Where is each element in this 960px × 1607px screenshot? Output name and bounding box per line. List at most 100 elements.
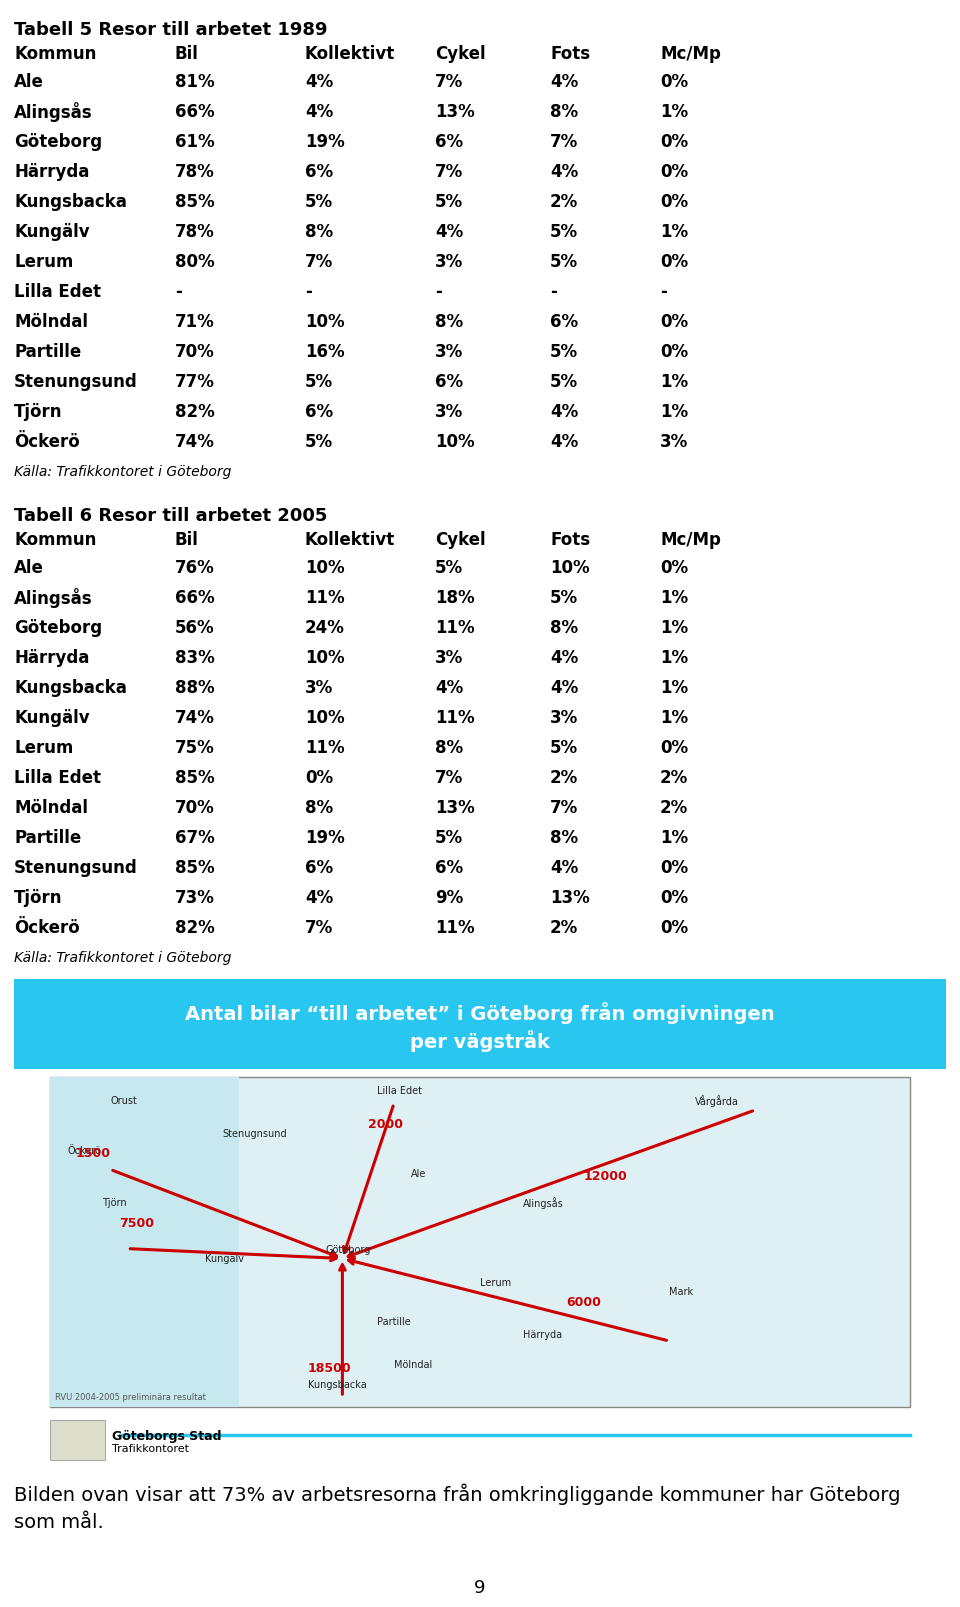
- Text: 0%: 0%: [660, 162, 688, 182]
- Text: 5%: 5%: [550, 739, 578, 757]
- Text: 7%: 7%: [305, 252, 333, 272]
- Text: Cykel: Cykel: [435, 45, 486, 63]
- Text: 6%: 6%: [435, 373, 463, 391]
- Bar: [14, 979, 946, 1069]
- Text: 78%: 78%: [175, 223, 215, 241]
- Text: 4%: 4%: [550, 649, 578, 667]
- Text: Kommun: Kommun: [14, 45, 96, 63]
- Text: 80%: 80%: [175, 252, 215, 272]
- Text: Mc/Mp: Mc/Mp: [660, 45, 721, 63]
- Text: 0%: 0%: [660, 559, 688, 577]
- Text: 1%: 1%: [660, 373, 688, 391]
- Text: 75%: 75%: [175, 739, 215, 757]
- Text: Källa: Trafikkontoret i Göteborg: Källa: Trafikkontoret i Göteborg: [14, 950, 231, 964]
- Text: 1%: 1%: [660, 103, 688, 121]
- Text: Tjörn: Tjörn: [102, 1197, 126, 1207]
- Text: 7%: 7%: [550, 799, 578, 816]
- Text: 4%: 4%: [550, 403, 578, 421]
- Text: 18500: 18500: [308, 1361, 351, 1374]
- Text: Bil: Bil: [175, 530, 199, 548]
- Text: Kungälv: Kungälv: [14, 223, 89, 241]
- Text: Kungälv: Kungälv: [14, 709, 89, 726]
- Text: 4%: 4%: [305, 72, 333, 92]
- Text: Vårgårda: Vårgårda: [695, 1094, 739, 1106]
- Text: 5%: 5%: [435, 559, 463, 577]
- Text: 11%: 11%: [435, 709, 474, 726]
- Text: 70%: 70%: [175, 799, 215, 816]
- Text: 0%: 0%: [660, 193, 688, 211]
- Text: 5%: 5%: [305, 432, 333, 450]
- Text: 8%: 8%: [550, 829, 578, 847]
- Text: Alingsås: Alingsås: [523, 1197, 564, 1208]
- Text: 8%: 8%: [435, 313, 463, 331]
- Text: 7%: 7%: [550, 133, 578, 151]
- Text: 3%: 3%: [550, 709, 578, 726]
- Text: Fots: Fots: [550, 45, 590, 63]
- Text: 88%: 88%: [175, 678, 215, 696]
- Text: 11%: 11%: [305, 739, 345, 757]
- Text: Alingsås: Alingsås: [14, 588, 92, 607]
- Text: 85%: 85%: [175, 193, 215, 211]
- Text: 6%: 6%: [435, 133, 463, 151]
- Text: 6%: 6%: [435, 858, 463, 876]
- Text: Lerum: Lerum: [14, 252, 73, 272]
- Text: Fots: Fots: [550, 530, 590, 548]
- Text: 8%: 8%: [550, 619, 578, 636]
- Text: Bilden ovan visar att 73% av arbetsresorna från omkringliggande kommuner har Göt: Bilden ovan visar att 73% av arbetsresor…: [14, 1483, 900, 1531]
- Text: per vägstråk: per vägstråk: [410, 1030, 550, 1051]
- Text: Härryda: Härryda: [14, 649, 89, 667]
- Text: 7%: 7%: [435, 768, 464, 786]
- Text: Härryda: Härryda: [523, 1329, 563, 1340]
- Text: 0%: 0%: [660, 252, 688, 272]
- Text: 3%: 3%: [435, 342, 464, 362]
- Text: Bil: Bil: [175, 45, 199, 63]
- Text: 3%: 3%: [660, 432, 688, 450]
- Text: 2000: 2000: [369, 1117, 403, 1130]
- Text: 7500: 7500: [119, 1216, 154, 1229]
- Bar: [50, 1077, 239, 1408]
- Text: 3%: 3%: [305, 678, 333, 696]
- Text: 3%: 3%: [435, 403, 464, 421]
- Text: 5%: 5%: [305, 193, 333, 211]
- Text: Göteborgs Stad: Göteborgs Stad: [112, 1429, 222, 1441]
- Text: Kungälv: Kungälv: [204, 1253, 244, 1263]
- Text: 1%: 1%: [660, 649, 688, 667]
- Text: 8%: 8%: [305, 799, 333, 816]
- Text: 5%: 5%: [435, 193, 463, 211]
- Text: -: -: [660, 283, 667, 301]
- Text: Ale: Ale: [411, 1168, 426, 1178]
- Text: Kommun: Kommun: [14, 530, 96, 548]
- Text: 10%: 10%: [305, 559, 345, 577]
- Text: 4%: 4%: [550, 432, 578, 450]
- Text: Öckerö: Öckerö: [67, 1144, 101, 1155]
- Bar: [50, 1421, 105, 1461]
- Text: -: -: [175, 283, 181, 301]
- Text: 10%: 10%: [305, 649, 345, 667]
- Text: 66%: 66%: [175, 103, 215, 121]
- Text: 1500: 1500: [76, 1147, 110, 1160]
- Text: 2%: 2%: [550, 193, 578, 211]
- Text: 56%: 56%: [175, 619, 215, 636]
- Text: Partille: Partille: [376, 1316, 411, 1326]
- Text: 1%: 1%: [660, 588, 688, 606]
- Text: 5%: 5%: [305, 373, 333, 391]
- Text: Mölndal: Mölndal: [14, 799, 88, 816]
- Text: 8%: 8%: [305, 223, 333, 241]
- Text: 67%: 67%: [175, 829, 215, 847]
- Text: 4%: 4%: [435, 678, 464, 696]
- Text: Mark: Mark: [669, 1287, 693, 1297]
- Text: 0%: 0%: [660, 72, 688, 92]
- Text: 0%: 0%: [660, 313, 688, 331]
- Text: 7%: 7%: [435, 162, 464, 182]
- Text: Mc/Mp: Mc/Mp: [660, 530, 721, 548]
- Text: Lerum: Lerum: [480, 1278, 511, 1287]
- Text: 16%: 16%: [305, 342, 345, 362]
- Text: 3%: 3%: [435, 252, 464, 272]
- Text: Kollektivt: Kollektivt: [305, 530, 396, 548]
- Text: 5%: 5%: [550, 373, 578, 391]
- Text: 82%: 82%: [175, 919, 215, 937]
- Text: Trafikkontoret: Trafikkontoret: [112, 1443, 189, 1453]
- Text: 3%: 3%: [435, 649, 464, 667]
- Text: 2%: 2%: [550, 919, 578, 937]
- Text: -: -: [305, 283, 312, 301]
